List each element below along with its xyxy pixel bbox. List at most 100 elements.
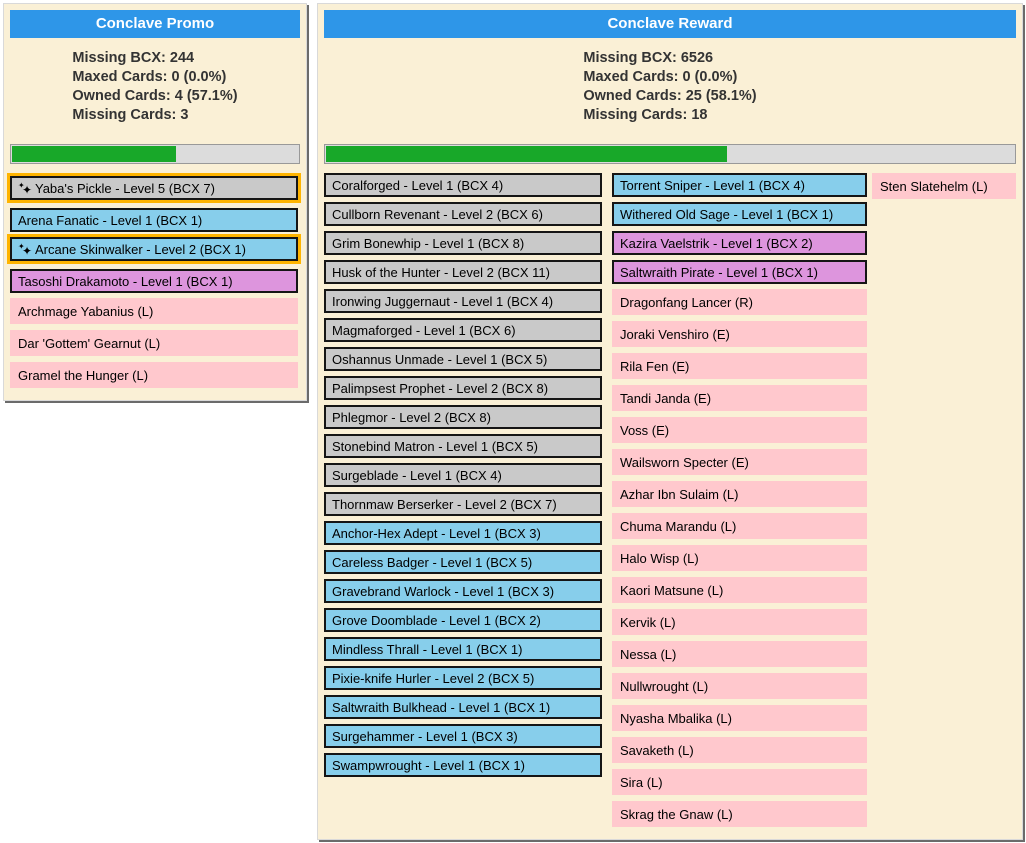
card-entry[interactable]: Dar 'Gottem' Gearnut (L): [10, 330, 298, 356]
card-label: Arena Fanatic - Level 1 (BCX 1): [18, 212, 203, 228]
card-entry[interactable]: Anchor-Hex Adept - Level 1 (BCX 3): [324, 521, 602, 545]
card-label: Halo Wisp (L): [620, 550, 699, 566]
progress-fill: [12, 146, 177, 162]
sparkles-icon: ✦ ✦: [18, 180, 33, 197]
card-label: Tasoshi Drakamoto - Level 1 (BCX 1): [18, 273, 233, 289]
card-label: Voss (E): [620, 422, 670, 438]
card-entry[interactable]: Grim Bonewhip - Level 1 (BCX 8): [324, 231, 602, 255]
card-label: Careless Badger - Level 1 (BCX 5): [332, 554, 533, 570]
card-entry[interactable]: Sten Slatehelm (L): [872, 173, 1016, 199]
card-label: Thornmaw Berserker - Level 2 (BCX 7): [332, 496, 557, 512]
card-label: Savaketh (L): [620, 742, 694, 758]
card-entry[interactable]: Careless Badger - Level 1 (BCX 5): [324, 550, 602, 574]
stat-line: Owned Cards: 25 (58.1%): [583, 88, 757, 104]
card-entry[interactable]: Stonebind Matron - Level 1 (BCX 5): [324, 434, 602, 458]
card-entry[interactable]: Cullborn Revenant - Level 2 (BCX 6): [324, 202, 602, 226]
card-label: Magmaforged - Level 1 (BCX 6): [332, 322, 516, 338]
card-label: Rila Fen (E): [620, 358, 690, 374]
stats-block: Missing BCX: 6526 Maxed Cards: 0 (0.0%) Ow…: [583, 49, 756, 125]
card-label: Sten Slatehelm (L): [880, 178, 988, 194]
card-entry[interactable]: Mindless Thrall - Level 1 (BCX 1): [324, 637, 602, 661]
card-label: Husk of the Hunter - Level 2 (BCX 11): [332, 264, 550, 280]
stat-line: Missing BCX: 6526: [583, 50, 714, 66]
card-label: Chuma Marandu (L): [620, 518, 737, 534]
card-entry[interactable]: Savaketh (L): [612, 737, 867, 763]
card-entry[interactable]: Thornmaw Berserker - Level 2 (BCX 7): [324, 492, 602, 516]
card-entry[interactable]: Phlegmor - Level 2 (BCX 8): [324, 405, 602, 429]
card-entry[interactable]: Nessa (L): [612, 641, 867, 667]
card-entry[interactable]: Chuma Marandu (L): [612, 513, 867, 539]
card-entry[interactable]: Nullwrought (L): [612, 673, 867, 699]
stats-block: Missing BCX: 244 Maxed Cards: 0 (0.0%) Own…: [72, 49, 237, 125]
card-entry[interactable]: Joraki Venshiro (E): [612, 321, 867, 347]
card-label: Cullborn Revenant - Level 2 (BCX 6): [332, 206, 543, 222]
card-label: Grim Bonewhip - Level 1 (BCX 8): [332, 235, 525, 251]
card-column: Coralforged - Level 1 (BCX 4) Cullborn Re…: [324, 173, 602, 782]
card-label: Dar 'Gottem' Gearnut (L): [18, 335, 161, 351]
card-label: Joraki Venshiro (E): [620, 326, 730, 342]
card-entry[interactable]: Coralforged - Level 1 (BCX 4): [324, 173, 602, 197]
progress-bar: [324, 144, 1016, 164]
card-list: Coralforged - Level 1 (BCX 4) Cullborn Re…: [324, 173, 1016, 833]
card-label: Ironwing Juggernaut - Level 1 (BCX 4): [332, 293, 554, 309]
conclave-reward-panel: Conclave Reward Missing BCX: 6526 Maxed C…: [317, 3, 1023, 840]
card-entry[interactable]: ✦ ✦ Yaba's Pickle - Level 5 (BCX 7): [10, 176, 298, 200]
card-entry[interactable]: Surgeblade - Level 1 (BCX 4): [324, 463, 602, 487]
card-entry[interactable]: Tandi Janda (E): [612, 385, 867, 411]
card-entry[interactable]: Pixie-knife Hurler - Level 2 (BCX 5): [324, 666, 602, 690]
stat-line: Maxed Cards: 0 (0.0%): [72, 69, 227, 85]
card-entry[interactable]: Rila Fen (E): [612, 353, 867, 379]
card-entry[interactable]: Gravebrand Warlock - Level 1 (BCX 3): [324, 579, 602, 603]
card-entry[interactable]: Dragonfang Lancer (R): [612, 289, 867, 315]
card-entry[interactable]: Wailsworn Specter (E): [612, 449, 867, 475]
card-entry[interactable]: Husk of the Hunter - Level 2 (BCX 11): [324, 260, 602, 284]
card-entry[interactable]: Gramel the Hunger (L): [10, 362, 298, 388]
card-entry[interactable]: Saltwraith Bulkhead - Level 1 (BCX 1): [324, 695, 602, 719]
card-label: Sira (L): [620, 774, 663, 790]
card-label: Oshannus Unmade - Level 1 (BCX 5): [332, 351, 548, 367]
panel-title: Conclave Promo: [10, 10, 300, 38]
card-entry[interactable]: Archmage Yabanius (L): [10, 298, 298, 324]
card-entry[interactable]: Azhar Ibn Sulaim (L): [612, 481, 867, 507]
card-entry[interactable]: Oshannus Unmade - Level 1 (BCX 5): [324, 347, 602, 371]
card-entry[interactable]: Sira (L): [612, 769, 867, 795]
card-entry[interactable]: Withered Old Sage - Level 1 (BCX 1): [612, 202, 867, 226]
card-entry[interactable]: Voss (E): [612, 417, 867, 443]
card-entry[interactable]: Ironwing Juggernaut - Level 1 (BCX 4): [324, 289, 602, 313]
stat-line: Missing BCX: 244: [72, 50, 195, 66]
card-label: Arcane Skinwalker - Level 2 (BCX 1): [35, 241, 246, 257]
card-label: Surgehammer - Level 1 (BCX 3): [332, 728, 518, 744]
card-label: Tandi Janda (E): [620, 390, 712, 406]
card-entry[interactable]: Palimpsest Prophet - Level 2 (BCX 8): [324, 376, 602, 400]
card-label: Azhar Ibn Sulaim (L): [620, 486, 739, 502]
card-label: Wailsworn Specter (E): [620, 454, 749, 470]
card-entry[interactable]: Saltwraith Pirate - Level 1 (BCX 1): [612, 260, 867, 284]
card-label: Dragonfang Lancer (R): [620, 294, 753, 310]
card-entry[interactable]: Torrent Sniper - Level 1 (BCX 4): [612, 173, 867, 197]
card-entry[interactable]: Grove Doomblade - Level 1 (BCX 2): [324, 608, 602, 632]
card-entry[interactable]: Swampwrought - Level 1 (BCX 1): [324, 753, 602, 777]
card-label: Torrent Sniper - Level 1 (BCX 4): [620, 177, 805, 193]
card-label: Swampwrought - Level 1 (BCX 1): [332, 757, 525, 773]
card-label: Palimpsest Prophet - Level 2 (BCX 8): [332, 380, 549, 396]
card-entry[interactable]: Surgehammer - Level 1 (BCX 3): [324, 724, 602, 748]
card-entry[interactable]: Arena Fanatic - Level 1 (BCX 1): [10, 208, 298, 232]
card-entry[interactable]: Magmaforged - Level 1 (BCX 6): [324, 318, 602, 342]
card-label: Archmage Yabanius (L): [18, 303, 154, 319]
card-entry[interactable]: Halo Wisp (L): [612, 545, 867, 571]
card-label: Kaori Matsune (L): [620, 582, 724, 598]
card-label: Saltwraith Pirate - Level 1 (BCX 1): [620, 264, 818, 280]
card-label: Skrag the Gnaw (L): [620, 806, 733, 822]
card-entry[interactable]: Kazira Vaelstrik - Level 1 (BCX 2): [612, 231, 867, 255]
card-label: Nullwrought (L): [620, 678, 709, 694]
card-label: Grove Doomblade - Level 1 (BCX 2): [332, 612, 541, 628]
card-entry[interactable]: Kervik (L): [612, 609, 867, 635]
card-entry[interactable]: Tasoshi Drakamoto - Level 1 (BCX 1): [10, 269, 298, 293]
card-entry[interactable]: ✦ ✦ Arcane Skinwalker - Level 2 (BCX 1): [10, 237, 298, 261]
card-entry[interactable]: Kaori Matsune (L): [612, 577, 867, 603]
card-entry[interactable]: Skrag the Gnaw (L): [612, 801, 867, 827]
card-label: Mindless Thrall - Level 1 (BCX 1): [332, 641, 523, 657]
card-entry[interactable]: Nyasha Mbalika (L): [612, 705, 867, 731]
panel-title: Conclave Reward: [324, 10, 1016, 38]
